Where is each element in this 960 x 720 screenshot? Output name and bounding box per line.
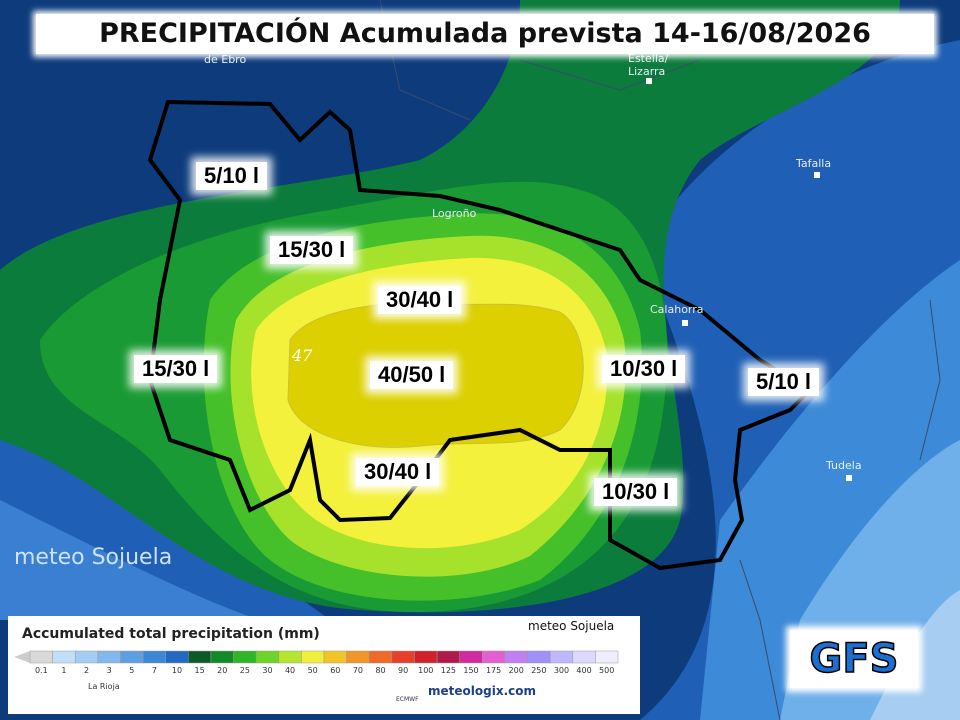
legend-cell	[165, 650, 189, 664]
legend-scale-label: 100	[418, 666, 433, 675]
zone-label: 10/30 l	[602, 355, 686, 383]
legend-cell	[459, 650, 483, 664]
legend-scale-label: 7	[152, 666, 157, 675]
legend-logo: meteo Sojuela	[528, 619, 615, 633]
legend-cell	[549, 650, 574, 664]
legend-scale-label: 250	[531, 666, 546, 675]
legend-scale-label: 40	[285, 666, 295, 675]
legend-cell	[142, 650, 166, 664]
legend-source: ECMWF	[396, 696, 419, 703]
title: PRECIPITACIÓN Acumulada prevista 14-16/0…	[36, 14, 934, 54]
legend-cell	[482, 650, 506, 664]
legend-scale-label: 150	[463, 666, 478, 675]
legend-title: Accumulated total precipitation (mm)	[22, 626, 320, 642]
legend-scale-label: 1	[61, 666, 66, 675]
place-label: Tafalla	[796, 157, 832, 170]
legend-cell	[301, 650, 325, 664]
legend-scale-label: 400	[576, 666, 591, 675]
legend-cell	[120, 650, 144, 664]
legend-scale-label: 20	[217, 666, 227, 675]
place-label: Lizarra	[628, 65, 666, 78]
place-label: Estella/	[628, 52, 669, 65]
zone-label: 40/50 l	[370, 361, 454, 389]
legend-cell	[29, 650, 53, 664]
legend-cell	[97, 650, 121, 664]
zone-label: 10/30 l	[594, 478, 678, 506]
legend-cell	[210, 650, 234, 664]
legend-cell	[368, 650, 393, 664]
legend-cell	[504, 650, 528, 664]
zone-label: 5/10 l	[196, 162, 268, 190]
legend: Accumulated total precipitation (mm) met…	[8, 616, 640, 714]
legend-cell	[436, 650, 460, 664]
legend-cell	[74, 650, 99, 664]
legend-scale-label: 80	[375, 666, 385, 675]
legend-cell	[188, 650, 212, 664]
legend-scale-label: 175	[486, 666, 501, 675]
zone-label: 15/30 l	[270, 236, 354, 264]
legend-scale-label: 10	[172, 666, 182, 675]
legend-cell	[52, 650, 76, 664]
legend-scale-label: 70	[353, 666, 363, 675]
legend-scale-label: 90	[398, 666, 408, 675]
zone-label: 15/30 l	[134, 355, 218, 383]
legend-scale-label: 25	[240, 666, 250, 675]
legend-scale-label: 30	[262, 666, 272, 675]
legend-cell	[233, 650, 257, 664]
legend-scale-label: 500	[599, 666, 614, 675]
legend-cell	[278, 650, 302, 664]
legend-cell	[323, 650, 347, 664]
legend-region: La Rioja	[88, 682, 120, 691]
legend-cell	[414, 650, 438, 664]
legend-scale-label: 0.1	[35, 666, 48, 675]
legend-scale-label: 60	[330, 666, 340, 675]
legend-cell	[391, 650, 415, 664]
max-value: 47	[292, 346, 313, 365]
model-badge: GFS	[790, 630, 918, 688]
legend-cell	[595, 650, 619, 664]
legend-cell	[255, 650, 280, 664]
legend-scale-label: 300	[554, 666, 569, 675]
legend-cell	[346, 650, 370, 664]
place-label: Logroño	[432, 207, 477, 220]
legend-scale-label: 15	[195, 666, 205, 675]
legend-cell	[572, 650, 596, 664]
place-label: Calahorra	[650, 303, 704, 316]
legend-scale-label: 200	[509, 666, 524, 675]
zone-label: 5/10 l	[748, 368, 820, 396]
zone-label: 30/40 l	[356, 458, 440, 486]
legend-arrow	[14, 651, 30, 663]
legend-cell	[527, 650, 551, 664]
legend-scale-label: 125	[441, 666, 456, 675]
zone-label: 30/40 l	[378, 286, 462, 314]
legend-scale: 0.1 1 2 3 5 7 10 15 20 25 30 40 50 60 70 80 90 100 125 150 1…	[14, 650, 619, 675]
legend-scale-label: 50	[308, 666, 318, 675]
legend-scale-label: 3	[107, 666, 112, 675]
legend-scale-label: 5	[129, 666, 134, 675]
legend-site: meteologix.com	[428, 684, 536, 698]
place-label: de Ebro	[204, 53, 247, 66]
place-label: Tudela	[826, 459, 862, 472]
legend-scale-label: 2	[84, 666, 89, 675]
watermark-logo: meteo Sojuela	[14, 545, 173, 570]
